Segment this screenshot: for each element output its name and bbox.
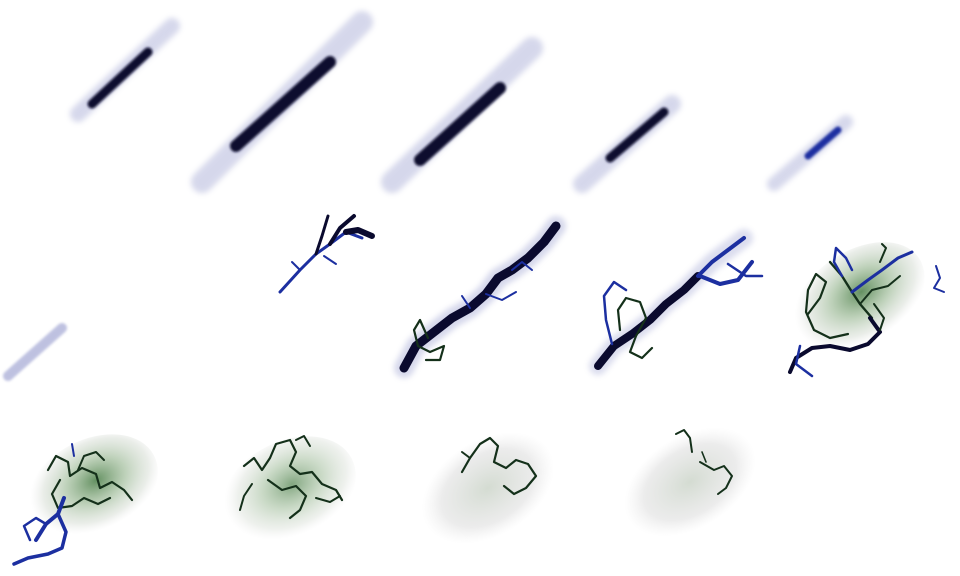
frame-tangle-3 [421,432,555,544]
frame-streak-1 [70,18,180,122]
frame-streak-5 [767,115,853,191]
frame-tangle-2 [220,435,356,548]
frame-bolt-1 [394,216,566,378]
frame-branches [278,214,375,294]
frame-tangle-1 [12,434,158,566]
frame-tangle-4 [624,427,756,537]
frame-streak-4 [573,95,681,193]
frame-bolt-2 [589,229,764,375]
frame-streak-3 [381,37,543,193]
frame-streak-6 [3,323,67,381]
frame-burst [788,242,945,378]
frame-streak-2 [191,11,373,193]
